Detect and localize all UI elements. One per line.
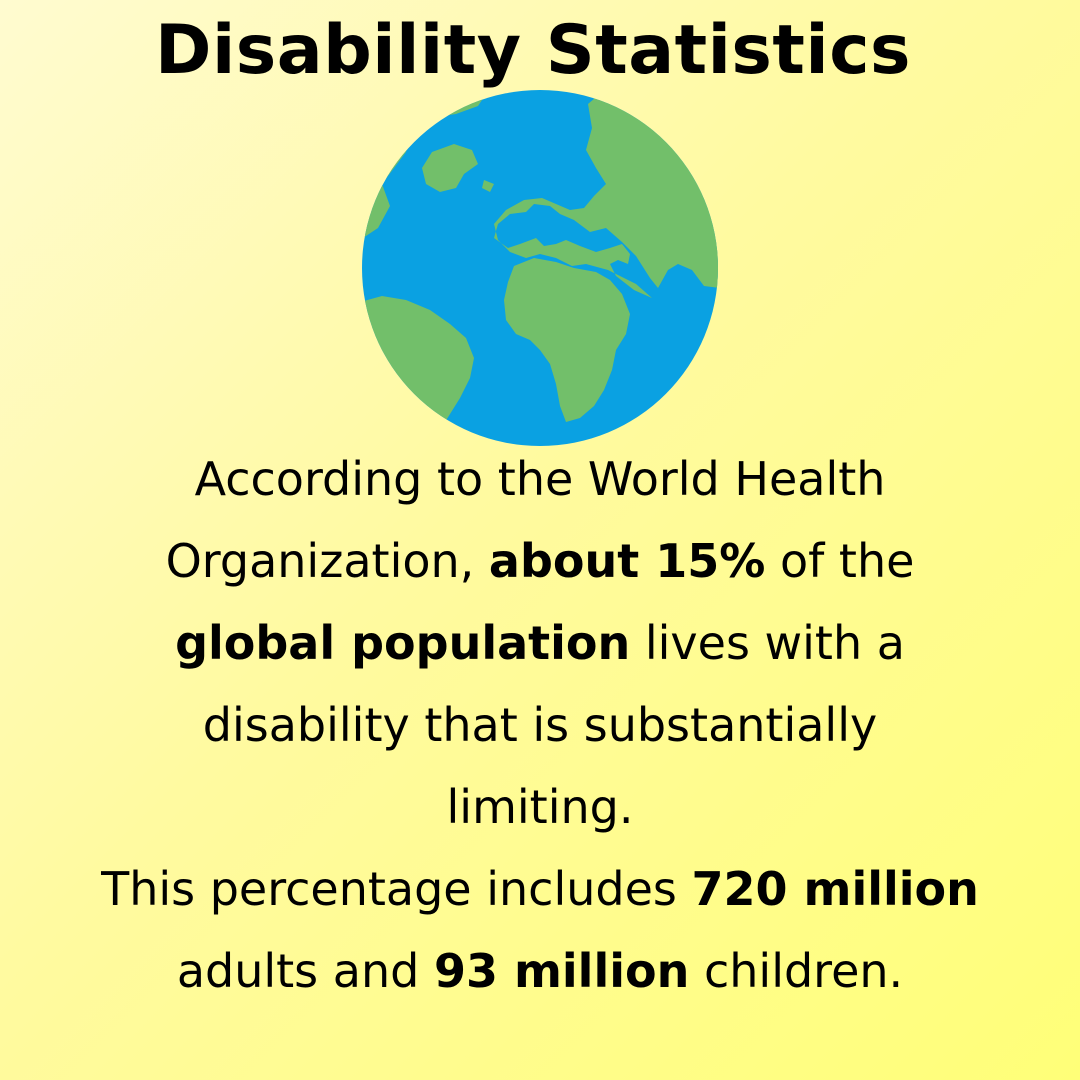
landmass-island [422, 144, 478, 192]
highlight-children-count: 93 million [433, 944, 690, 998]
page-title: Disability Statistics [155, 11, 911, 90]
paragraph-line: limiting. [446, 780, 634, 834]
earth-globe-icon [360, 88, 720, 448]
paragraph-line: adults and 93 million children. [176, 944, 904, 998]
paragraph-line: Organization, about 15% of the [165, 534, 915, 588]
landmass-eurasia [494, 90, 718, 298]
paragraph-line: According to the World Health [194, 452, 886, 506]
paragraph-line: This percentage includes 720 million [101, 862, 979, 916]
highlight-adults-count: 720 million [691, 862, 979, 916]
highlight-percentage: about 15% [488, 534, 766, 588]
paragraph-line: global population lives with a [175, 616, 905, 670]
landmass-isle [482, 180, 494, 192]
landmass-africa [504, 258, 630, 422]
highlight-global-population: global population [175, 616, 631, 670]
paragraph-line: disability that is substantially [202, 698, 878, 752]
statistics-paragraph: According to the World Health Organizati… [20, 438, 1060, 1012]
